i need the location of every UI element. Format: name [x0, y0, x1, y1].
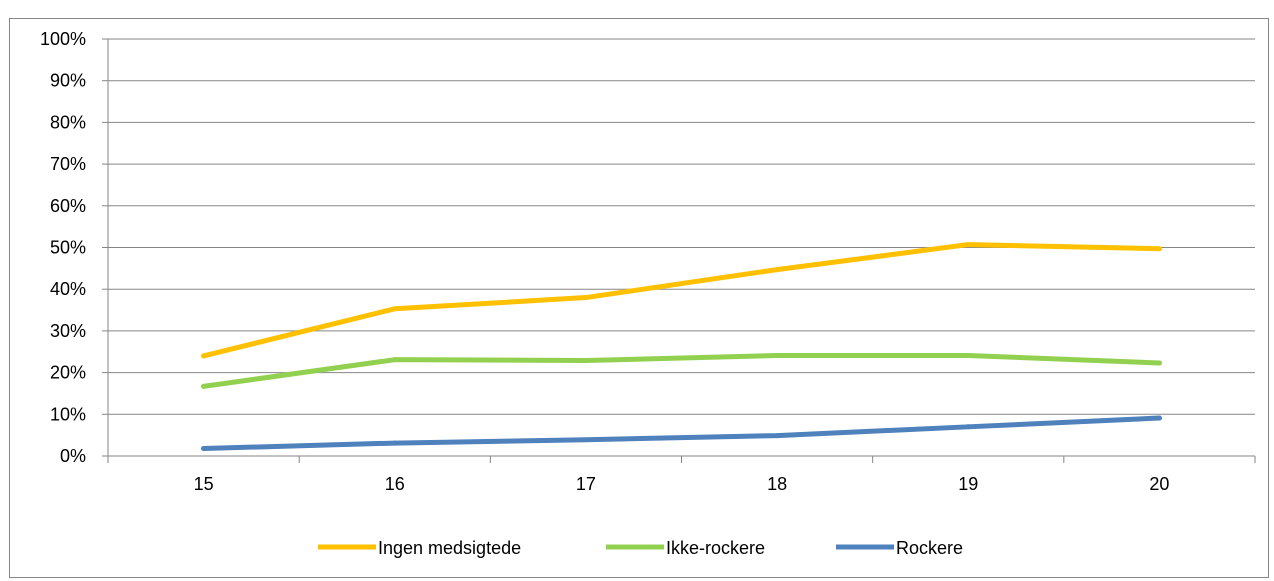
chart-frame: [9, 18, 1269, 578]
data-point: [583, 358, 589, 364]
data-point: [583, 295, 589, 301]
series-line-rockere: [201, 415, 1162, 451]
y-tick-label: 70%: [50, 154, 86, 174]
data-point: [392, 357, 398, 363]
data-point: [392, 306, 398, 312]
data-point: [201, 445, 207, 451]
y-tick-label: 30%: [50, 321, 86, 341]
data-point: [201, 353, 207, 359]
y-tick-label: 10%: [50, 404, 86, 424]
y-tick-label: 80%: [50, 112, 86, 132]
data-point: [392, 440, 398, 446]
data-point: [583, 437, 589, 443]
data-point: [774, 433, 780, 439]
data-point: [1156, 415, 1162, 421]
series-line-ingen-medsigtede: [201, 242, 1162, 359]
legend-label: Ikke-rockere: [666, 538, 765, 558]
x-tick-label: 20: [1149, 474, 1169, 494]
y-tick-label: 50%: [50, 238, 86, 258]
y-tick-label: 20%: [50, 363, 86, 383]
data-point: [965, 242, 971, 248]
data-point: [965, 353, 971, 359]
y-tick-label: 100%: [40, 29, 86, 49]
legend-label: Rockere: [896, 538, 963, 558]
data-point: [1156, 360, 1162, 366]
data-point: [1156, 246, 1162, 252]
x-tick-label: 18: [767, 474, 787, 494]
y-tick-label: 60%: [50, 196, 86, 216]
x-tick-label: 19: [958, 474, 978, 494]
x-tick-label: 17: [576, 474, 596, 494]
y-tick-label: 0%: [60, 446, 86, 466]
data-point: [201, 383, 207, 389]
x-tick-label: 15: [194, 474, 214, 494]
data-point: [774, 353, 780, 359]
data-point: [774, 267, 780, 273]
series-line-ikke-rockere: [201, 353, 1162, 389]
y-tick-label: 90%: [50, 71, 86, 91]
y-tick-label: 40%: [50, 279, 86, 299]
data-point: [965, 424, 971, 430]
x-tick-label: 16: [385, 474, 405, 494]
legend-label: Ingen medsigtede: [378, 538, 521, 558]
